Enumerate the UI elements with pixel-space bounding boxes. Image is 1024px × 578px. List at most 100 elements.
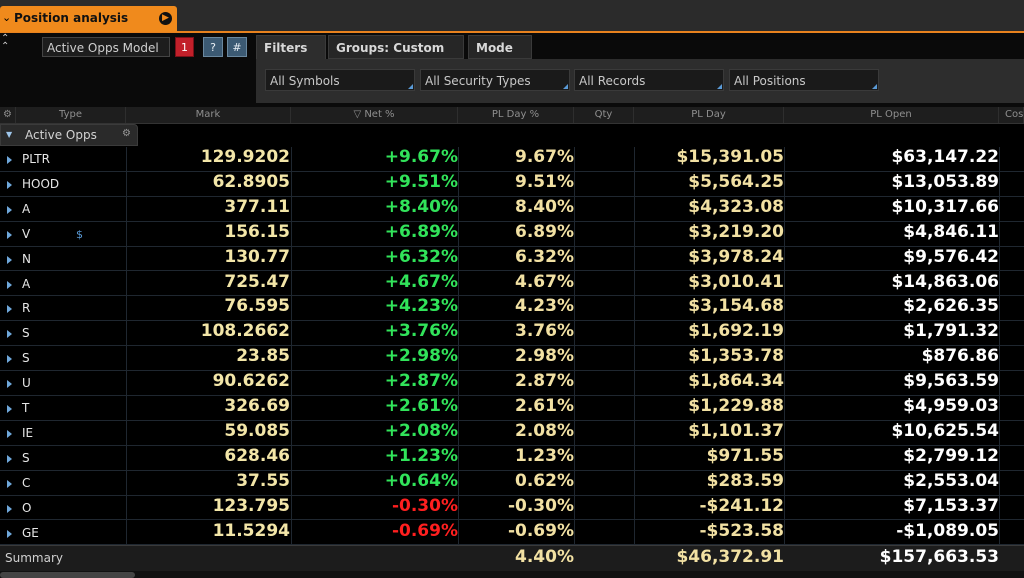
row-expand-icon[interactable]: [7, 429, 12, 438]
row-expand-icon[interactable]: [7, 405, 12, 413]
table-row[interactable]: A 725.47 +4.67% 4.67% $3,010.41 $14,863.06: [0, 272, 1024, 297]
table-row[interactable]: V 156.15 +6.89% 6.89% $3,219.20 $4,846.11 $: [0, 222, 1024, 247]
table-row[interactable]: O 123.795 -0.30% -0.30% -$241.12 $7,153.37: [0, 496, 1024, 521]
scrollbar-thumb[interactable]: [0, 572, 135, 578]
table-row[interactable]: S 628.46 +1.23% 1.23% $971.55 $2,799.12: [0, 446, 1024, 471]
row-expand-icon[interactable]: [7, 156, 12, 164]
column-header-pl-day[interactable]: PL Day: [634, 107, 784, 123]
filter-symbols-dropdown[interactable]: All Symbols: [265, 69, 415, 91]
row-expand-icon[interactable]: [7, 280, 12, 289]
filter-records-dropdown[interactable]: All Records: [574, 69, 724, 91]
row-expand-icon[interactable]: [7, 305, 12, 314]
column-header-mark[interactable]: Mark: [126, 107, 291, 123]
table-row[interactable]: S 108.2662 +3.76% 3.76% $1,692.19 $1,791.32: [0, 321, 1024, 347]
dropdown-corner-icon: [872, 84, 877, 89]
chevron-down-icon[interactable]: ⌄: [2, 11, 12, 24]
pl-open-cell: $9,576.42: [903, 246, 999, 267]
pl-day-cell: $3,154.68: [688, 296, 784, 317]
model-number-badge[interactable]: 1: [175, 37, 194, 57]
hash-button[interactable]: #: [227, 37, 247, 57]
mark-cell: 59.085: [224, 420, 290, 441]
net-pct-cell: +4.23%: [384, 296, 458, 317]
dropdown-corner-icon: [563, 84, 568, 89]
mark-cell: 62.8905: [212, 171, 290, 192]
help-button[interactable]: ?: [203, 37, 223, 57]
table-row[interactable]: U 90.6262 +2.87% 2.87% $1,864.34 $9,563.59: [0, 371, 1024, 396]
filter-security-types-dropdown[interactable]: All Security Types: [420, 69, 570, 91]
row-expand-icon[interactable]: [7, 230, 12, 239]
tab-groups-custom[interactable]: Groups: Custom: [328, 35, 464, 59]
collapse-up-icon[interactable]: ⌃ ⌃: [1, 33, 10, 52]
net-pct-cell: +1.23%: [384, 445, 458, 466]
table-row[interactable]: HOOD 62.8905 +9.51% 9.51% $5,564.25 $13,053.8…: [0, 172, 1024, 197]
table-row[interactable]: GE 11.5294 -0.69% -0.69% -$523.58 -$1,089.05: [0, 521, 1024, 546]
row-expand-icon[interactable]: [7, 330, 12, 339]
pl-day-cell: $1,229.88: [688, 396, 784, 416]
pl-open-cell: $14,863.06: [891, 271, 999, 292]
mark-cell: 326.69: [224, 396, 290, 416]
group-header[interactable]: ▼ Active Opps ⚙: [0, 124, 138, 146]
tab-mode[interactable]: Mode: [468, 35, 532, 59]
model-selector[interactable]: Active Opps Model: [42, 37, 170, 57]
table-row[interactable]: PLTR 129.9202 +9.67% 9.67% $15,391.05 $63,147…: [0, 147, 1024, 172]
collapse-triangle-icon[interactable]: ▼: [6, 130, 13, 139]
horizontal-scrollbar[interactable]: [0, 571, 1024, 578]
mark-cell: 725.47: [224, 271, 290, 292]
symbol-cell: PLTR: [22, 152, 50, 166]
summary-pl-day: $46,372.91: [676, 547, 784, 567]
column-header-pl-open[interactable]: PL Open: [784, 107, 999, 123]
net-pct-cell: +6.89%: [384, 221, 458, 242]
table-row[interactable]: C 37.55 +0.64% 0.62% $283.59 $2,553.04: [0, 471, 1024, 496]
net-pct-cell: +9.51%: [384, 171, 458, 192]
symbol-cell: HOOD: [22, 176, 60, 191]
mark-cell: 129.9202: [200, 147, 290, 167]
filter-positions-dropdown[interactable]: All Positions: [729, 69, 879, 91]
net-pct-cell: +2.87%: [384, 371, 458, 392]
pl-open-cell: $4,959.03: [903, 396, 999, 416]
settings-gear-icon[interactable]: ⚙: [0, 107, 16, 123]
mark-cell: 11.5294: [212, 520, 290, 541]
table-row[interactable]: R 76.595 +4.23% 4.23% $3,154.68 $2,626.35: [0, 296, 1024, 322]
column-header-cost[interactable]: Cos: [999, 107, 1024, 123]
row-expand-icon[interactable]: [7, 479, 12, 488]
window-title: Position analysis: [14, 11, 129, 25]
net-pct-cell: +8.40%: [384, 196, 458, 217]
table-row[interactable]: A 377.11 +8.40% 8.40% $4,323.08 $10,317.66: [0, 197, 1024, 222]
net-pct-cell: +2.61%: [384, 396, 458, 416]
column-header-net-pct[interactable]: ▽ Net %: [291, 107, 458, 123]
column-header-type[interactable]: Type: [16, 107, 126, 123]
filter-positions-value: All Positions: [734, 74, 806, 88]
symbol-cell: N: [22, 251, 31, 266]
column-header-pl-day-pct[interactable]: PL Day %: [458, 107, 574, 123]
pl-day-pct-cell: -0.69%: [507, 520, 574, 541]
row-expand-icon[interactable]: [7, 255, 12, 264]
row-expand-icon[interactable]: [7, 529, 12, 538]
mark-cell: 37.55: [236, 470, 290, 491]
row-expand-icon[interactable]: [7, 504, 12, 513]
column-header-qty[interactable]: Qty: [574, 107, 634, 123]
table-row[interactable]: N 130.77 +6.32% 6.32% $3,978.24 $9,576.42: [0, 247, 1024, 272]
row-expand-icon[interactable]: [7, 380, 12, 389]
window-tab[interactable]: ⌄ Position analysis ▶: [0, 6, 177, 32]
row-expand-icon[interactable]: [7, 205, 12, 214]
row-expand-icon[interactable]: [7, 180, 12, 189]
table-row[interactable]: IE 59.085 +2.08% 2.08% $1,101.37 $10,625.54: [0, 421, 1024, 446]
symbol-cell: A: [22, 201, 31, 216]
group-settings-icon[interactable]: ⚙: [122, 128, 131, 139]
table-row[interactable]: T 326.69 +2.61% 2.61% $1,229.88 $4,959.03: [0, 396, 1024, 421]
net-pct-cell: -0.30%: [391, 495, 458, 516]
table-row[interactable]: S 23.85 +2.98% 2.98% $1,353.78 $876.86: [0, 346, 1024, 372]
pl-day-cell: $1,692.19: [688, 321, 784, 342]
row-expand-icon[interactable]: [7, 355, 12, 364]
pl-day-cell: $5,564.25: [688, 171, 784, 192]
symbol-cell: IE: [22, 425, 34, 440]
tab-menu-icon[interactable]: ▶: [159, 12, 172, 25]
positions-table: PLTR 129.9202 +9.67% 9.67% $15,391.05 $63,147…: [0, 147, 1024, 546]
net-pct-cell: +6.32%: [384, 246, 458, 267]
pl-day-pct-cell: 1.23%: [515, 445, 574, 466]
pl-day-cell: $971.55: [706, 445, 784, 466]
row-expand-icon[interactable]: [7, 454, 12, 463]
summary-pl-open: $157,663.53: [879, 547, 999, 567]
pl-open-cell: $10,625.54: [891, 420, 999, 441]
tab-filters[interactable]: Filters: [256, 35, 326, 60]
